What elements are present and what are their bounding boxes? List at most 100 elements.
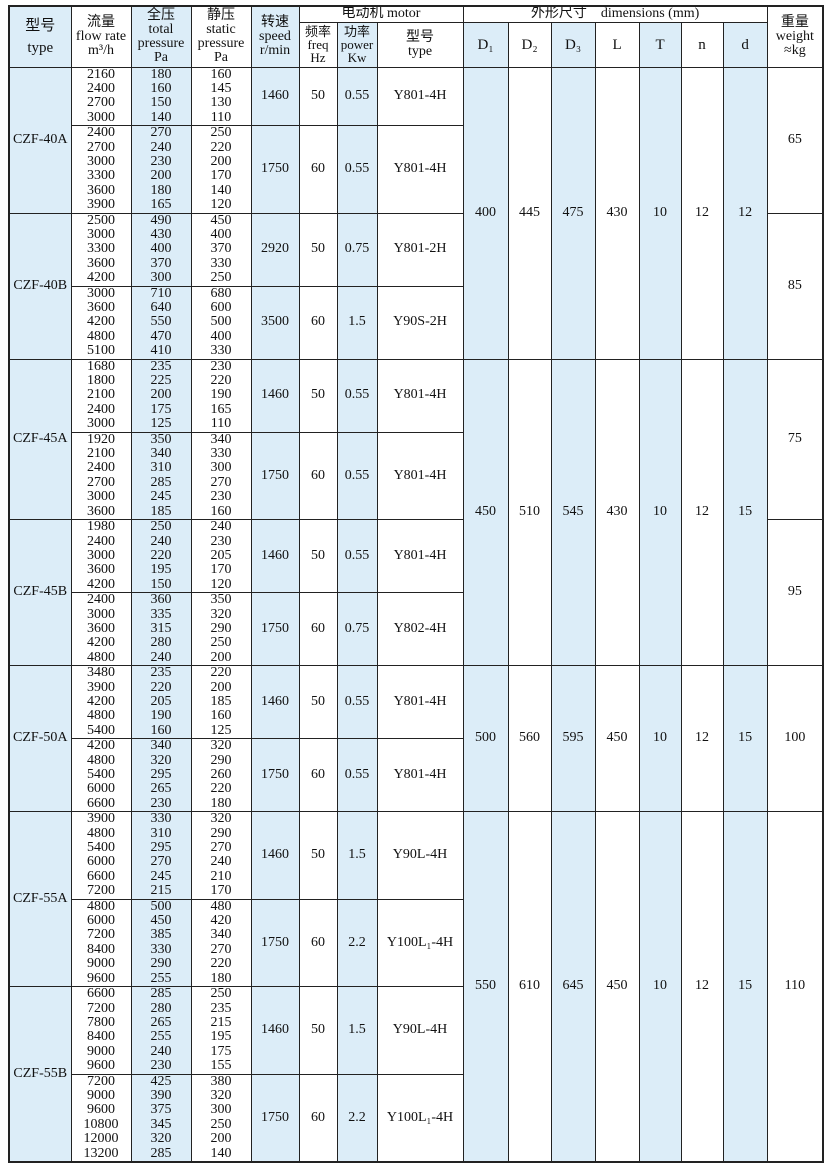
static-pressure: 250 235 215 195 175 155 (190, 986, 252, 1075)
static-pressure-value: 190 (210, 387, 232, 403)
motor-type: Y801-4H (376, 519, 464, 594)
dim-d3: 545 (550, 358, 596, 667)
header-total-pressure: 全压 total pressure Pa (130, 5, 192, 68)
static-pressure-value: 220 (210, 665, 232, 681)
total-pressure-value: 250 (150, 519, 172, 535)
type-cn: 型号 (25, 17, 56, 34)
dim-d1: 500 (462, 665, 509, 813)
total-pressure: 425 390 375 345 320 285 (130, 1073, 192, 1163)
total-pressure-value: 240 (150, 649, 172, 665)
static-pressure-value: 270 (210, 474, 232, 490)
frequency: 50 (298, 986, 338, 1075)
model-type: CZF-40A (8, 66, 72, 214)
motor-type: Y90L-4H (376, 811, 464, 900)
static-pressure-value: 260 (210, 767, 232, 782)
static-pressure-value: 220 (210, 781, 232, 797)
power: 0.75 (336, 592, 378, 667)
flow-rate-value: 3480 (87, 665, 115, 681)
power: 0.55 (336, 431, 378, 521)
static-pressure-value: 270 (210, 941, 232, 957)
total-pressure-value: 370 (150, 255, 172, 271)
static-pressure-value: 180 (210, 970, 232, 986)
dim-t: 10 (638, 811, 682, 1163)
static-pressure-value: 370 (210, 241, 232, 257)
total-pressure-value: 335 (150, 606, 172, 622)
power: 0.55 (336, 358, 378, 433)
speed: 1460 (250, 811, 300, 900)
total-pressure: 235 220 205 190 160 (130, 665, 192, 740)
flow-rate-value: 9000 (87, 956, 115, 972)
speed: 1750 (250, 125, 300, 214)
total-pressure-value: 280 (150, 1000, 172, 1016)
total-pressure-value: 150 (150, 95, 172, 111)
header-d: d (722, 21, 768, 68)
flow-rate-value: 2700 (87, 95, 115, 111)
frequency: 50 (298, 665, 338, 740)
static-en: static (206, 21, 236, 37)
flow-rate-value: 7200 (87, 1074, 115, 1089)
flow-rate-value: 2100 (87, 446, 115, 462)
static-pressure-value: 185 (210, 693, 232, 709)
flow-rate-value: 3300 (87, 168, 115, 184)
table-row: 3000 3600 4200 4800 5100 710 640 550 470 410 680 60… (9, 285, 823, 360)
total-pressure-value: 295 (150, 767, 172, 782)
flow-rate: 1980 2400 3000 3600 4200 (70, 519, 132, 594)
frequency: 60 (298, 1073, 338, 1163)
static-pressure-value: 120 (210, 197, 232, 213)
flow-rate-value: 3000 (87, 109, 115, 125)
speed: 1460 (250, 665, 300, 740)
total-pressure-value: 125 (150, 416, 172, 432)
static-pressure-value: 250 (210, 125, 232, 141)
static-en2: pressure (197, 35, 245, 51)
mtype-cn: 型号 (406, 29, 435, 45)
dim-d3: 595 (550, 665, 596, 813)
flow-rate-value: 3600 (87, 300, 115, 315)
flow-rate-value: 9600 (87, 970, 115, 986)
static-pressure-value: 215 (210, 1014, 232, 1030)
total-pressure-value: 385 (150, 927, 172, 943)
weight: 75 (766, 358, 824, 521)
table-row: CZF-45B 1980 2400 3000 3600 4200 250 240 220 195 1… (8, 519, 824, 667)
static-pressure-value: 200 (210, 649, 232, 665)
model-type: CZF-50A (8, 665, 72, 813)
static-pressure: 230 220 190 165 110 (190, 358, 252, 433)
flow-rate-value: 4200 (87, 635, 115, 651)
power: 0.55 (336, 665, 378, 740)
flow-rate-value: 6600 (87, 795, 115, 811)
motor-type: Y801-4H (376, 665, 464, 740)
static-pressure-value: 235 (210, 1000, 232, 1016)
flow-rate-value: 6000 (87, 913, 115, 929)
dim-d3: 645 (550, 811, 596, 1163)
flow-rate-value: 3000 (87, 489, 115, 505)
static-pressure-value: 155 (210, 1058, 232, 1074)
total-pressure-value: 240 (150, 1043, 172, 1059)
static-pressure-value: 170 (210, 883, 232, 899)
header-motor: 电动机 motor (298, 5, 464, 23)
weight: 65 (766, 66, 824, 214)
flow-rate-value: 5400 (87, 840, 115, 856)
speed: 1750 (250, 738, 300, 813)
flow-rate-value: 3000 (87, 286, 115, 301)
flow-rate-value: 6600 (87, 986, 115, 1002)
total-pressure-value: 300 (150, 270, 172, 286)
dim-l: 450 (594, 665, 640, 813)
header-dimensions: 外形尺寸 dimensions (mm) (462, 5, 768, 23)
static-pressure-value: 200 (210, 679, 232, 695)
power: 0.55 (336, 519, 378, 594)
speed: 1460 (250, 66, 300, 127)
static-pressure-value: 210 (210, 868, 232, 884)
flow-rate-value: 2400 (87, 460, 115, 476)
static-pressure-value: 400 (210, 328, 232, 344)
total-pressure-value: 310 (150, 825, 172, 841)
header-static-pressure: 静压 static pressure Pa (190, 5, 252, 68)
flow-rate: 2160 2400 2700 3000 (70, 66, 132, 127)
table-body: CZF-40A 2160 2400 2700 3000 180 160 150 140 160 14… (8, 66, 824, 1163)
static-pressure-value: 250 (210, 1116, 232, 1132)
flow-rate-value: 4200 (87, 270, 115, 286)
static-pressure-value: 290 (210, 825, 232, 841)
dim-d2: 560 (507, 665, 552, 813)
total-pressure-value: 340 (150, 446, 172, 462)
static-pressure: 450 400 370 330 250 (190, 212, 252, 287)
frequency: 50 (298, 811, 338, 900)
total-unit: Pa (154, 49, 168, 65)
